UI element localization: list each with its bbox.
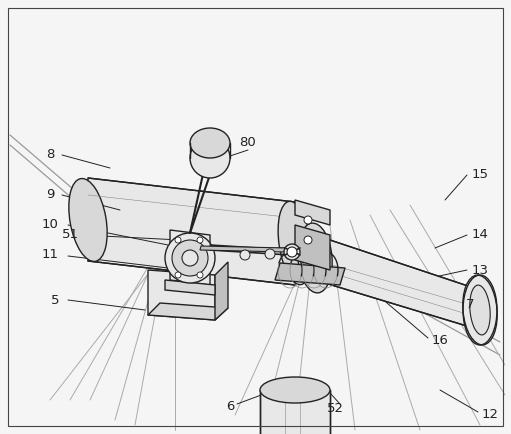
Text: 15: 15 (472, 168, 489, 181)
Text: 5: 5 (51, 293, 59, 306)
Ellipse shape (298, 223, 332, 293)
Polygon shape (295, 200, 330, 225)
Text: 51: 51 (61, 228, 79, 241)
Ellipse shape (287, 247, 297, 257)
Ellipse shape (69, 178, 107, 261)
Text: 10: 10 (41, 218, 58, 231)
Ellipse shape (165, 233, 215, 283)
Polygon shape (215, 262, 228, 320)
Ellipse shape (190, 138, 230, 178)
Ellipse shape (304, 216, 312, 224)
Polygon shape (165, 280, 215, 295)
Polygon shape (200, 246, 286, 252)
Ellipse shape (197, 272, 203, 278)
Polygon shape (260, 390, 330, 434)
Text: 11: 11 (41, 249, 58, 262)
Text: 12: 12 (481, 408, 499, 421)
Text: 16: 16 (432, 333, 449, 346)
Ellipse shape (240, 250, 250, 260)
Ellipse shape (197, 237, 203, 243)
Ellipse shape (304, 236, 312, 244)
Polygon shape (148, 303, 228, 320)
Text: 9: 9 (46, 188, 54, 201)
Text: 80: 80 (240, 137, 257, 149)
Text: 6: 6 (226, 401, 234, 414)
Ellipse shape (470, 285, 490, 335)
Ellipse shape (265, 249, 275, 259)
Text: 7: 7 (466, 299, 474, 312)
Ellipse shape (284, 244, 300, 260)
Polygon shape (295, 225, 330, 270)
Ellipse shape (288, 248, 296, 256)
Polygon shape (275, 263, 345, 285)
Ellipse shape (172, 240, 208, 276)
Polygon shape (148, 270, 215, 320)
Ellipse shape (182, 250, 198, 266)
Ellipse shape (175, 272, 181, 278)
Ellipse shape (175, 237, 181, 243)
Polygon shape (170, 230, 210, 285)
Text: 52: 52 (327, 401, 343, 414)
Text: 13: 13 (472, 263, 489, 276)
Ellipse shape (463, 275, 497, 345)
Ellipse shape (190, 128, 230, 158)
Ellipse shape (278, 201, 312, 285)
Text: 14: 14 (472, 228, 489, 241)
Polygon shape (315, 235, 480, 330)
Polygon shape (88, 178, 295, 285)
Ellipse shape (260, 377, 330, 403)
Text: 8: 8 (46, 148, 54, 161)
